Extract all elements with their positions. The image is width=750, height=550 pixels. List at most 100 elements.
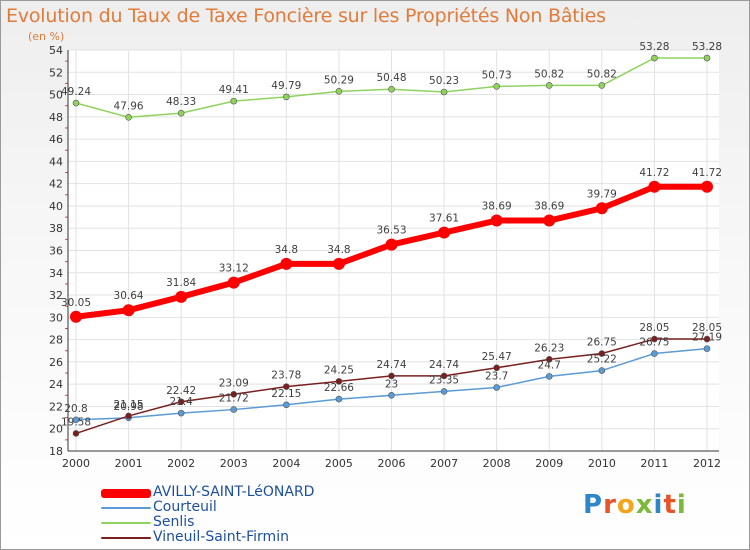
- data-label: 26.75: [639, 337, 669, 349]
- y-tick-label: 20: [49, 423, 63, 436]
- y-tick-label: 28: [49, 334, 63, 347]
- y-tick-label: 34: [49, 267, 63, 280]
- y-tick-label: 48: [49, 111, 63, 124]
- legend-swatch: [101, 488, 151, 498]
- data-point: [493, 364, 500, 372]
- data-point: [490, 214, 503, 227]
- data-point: [72, 99, 80, 107]
- y-tick-label: 36: [49, 245, 63, 258]
- legend-swatch: [101, 537, 151, 539]
- data-label: 53.28: [692, 41, 722, 53]
- data-point: [335, 395, 343, 403]
- data-point: [543, 214, 556, 227]
- data-label: 50.82: [587, 68, 617, 80]
- data-label: 48.33: [166, 96, 196, 108]
- logo-letter: r: [603, 490, 617, 520]
- data-point: [335, 378, 343, 385]
- data-point: [230, 406, 238, 413]
- data-label: 26.23: [534, 342, 564, 354]
- data-point: [651, 350, 658, 357]
- logo-letter: x: [635, 490, 654, 520]
- y-tick-label: 18: [49, 445, 63, 458]
- y-tick-label: 22: [49, 400, 63, 413]
- data-point: [440, 372, 448, 380]
- data-point: [283, 383, 290, 390]
- data-label: 23.78: [271, 370, 301, 382]
- data-label: 23.35: [429, 374, 459, 386]
- x-tick-label: 2009: [535, 457, 563, 470]
- x-tick-label: 2005: [325, 457, 353, 470]
- data-point: [332, 257, 345, 270]
- data-point: [72, 416, 80, 424]
- data-label: 50.73: [482, 69, 512, 81]
- data-label: 21.72: [219, 393, 249, 405]
- data-label: 21.15: [114, 399, 144, 411]
- logo-letter: P: [583, 490, 604, 520]
- data-point: [651, 54, 658, 62]
- x-tick-label: 2004: [272, 457, 300, 470]
- data-label: 24.74: [429, 359, 459, 371]
- data-point: [335, 88, 343, 95]
- proxiti-logo: Proxiti: [583, 490, 687, 520]
- y-tick-label: 30: [49, 311, 63, 324]
- data-point: [703, 54, 711, 62]
- data-point: [388, 85, 395, 93]
- data-label: 21.4: [169, 396, 193, 408]
- x-tick-label: 2002: [167, 457, 195, 470]
- data-point: [598, 82, 606, 89]
- logo-letter: i: [676, 490, 687, 520]
- y-tick-label: 52: [49, 66, 63, 79]
- x-tick-label: 2008: [483, 457, 511, 470]
- data-point: [283, 401, 290, 409]
- data-label: 38.69: [482, 201, 512, 213]
- data-label: 22.66: [324, 382, 354, 394]
- data-label: 50.29: [324, 74, 354, 86]
- data-label: 23.7: [485, 371, 508, 383]
- data-label: 25.22: [587, 354, 617, 366]
- data-point: [125, 113, 132, 121]
- y-tick-label: 50: [49, 89, 63, 102]
- data-point: [283, 93, 290, 101]
- y-tick-label: 44: [49, 155, 63, 168]
- data-label: 34.8: [275, 244, 298, 256]
- data-point: [388, 372, 395, 380]
- x-tick-label: 2007: [430, 457, 458, 470]
- data-label: 28.05: [692, 322, 722, 334]
- data-label: 26.75: [587, 337, 617, 349]
- data-point: [280, 257, 293, 270]
- x-tick-label: 2003: [220, 457, 248, 470]
- data-label: 24.25: [324, 364, 354, 376]
- logo-letter: o: [616, 490, 636, 520]
- data-point: [70, 310, 82, 323]
- data-label: 50.23: [429, 75, 459, 87]
- data-label: 39.79: [587, 188, 617, 200]
- y-tick-label: 24: [49, 378, 63, 391]
- data-label: 22.42: [166, 385, 196, 397]
- y-tick-label: 26: [49, 356, 63, 369]
- data-label: 49.24: [61, 86, 91, 98]
- x-tick-label: 2010: [588, 457, 616, 470]
- data-label: 49.41: [219, 84, 249, 96]
- data-label: 20.8: [64, 403, 87, 415]
- data-point: [227, 276, 240, 289]
- data-label: 30.05: [61, 297, 91, 309]
- data-label: 24.7: [538, 359, 561, 371]
- data-label: 41.72: [692, 167, 722, 179]
- legend-label: Senlis: [153, 514, 195, 530]
- data-label: 20.98: [114, 401, 144, 413]
- data-point: [648, 180, 661, 193]
- data-point: [545, 356, 553, 363]
- data-point: [493, 384, 500, 391]
- data-label: 38.69: [534, 201, 564, 213]
- data-point: [545, 373, 553, 380]
- data-label: 27.19: [692, 332, 722, 344]
- x-tick-label: 2006: [378, 457, 406, 470]
- data-point: [122, 304, 135, 317]
- x-tick-label: 2011: [640, 457, 668, 470]
- data-label: 49.79: [271, 80, 301, 92]
- data-point: [595, 202, 608, 215]
- data-point: [230, 97, 238, 105]
- chart-title: Evolution du Taux de Taxe Foncière sur l…: [6, 5, 606, 27]
- data-point: [703, 335, 711, 343]
